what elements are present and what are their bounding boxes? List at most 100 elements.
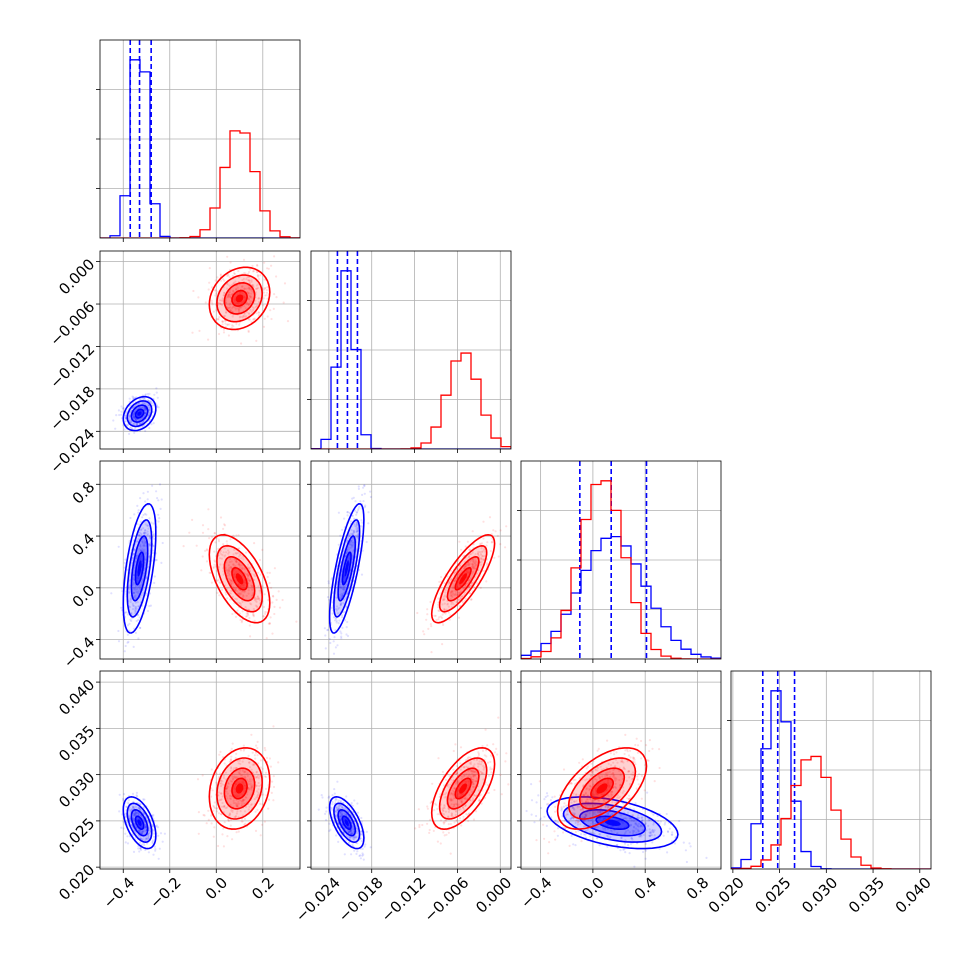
sample-point xyxy=(237,308,241,311)
sample-point xyxy=(239,554,242,557)
sample-point xyxy=(604,829,607,833)
sample-point xyxy=(258,775,261,778)
sample-point xyxy=(264,775,268,779)
sample-point xyxy=(345,795,348,798)
sample-point xyxy=(332,652,336,655)
sample-point xyxy=(251,264,254,267)
sample-point xyxy=(457,803,460,806)
sample-point xyxy=(471,562,474,566)
sample-point xyxy=(639,834,642,837)
sample-point xyxy=(330,578,333,581)
sample-point xyxy=(129,809,132,813)
sample-point xyxy=(468,592,471,595)
sample-point xyxy=(220,553,223,556)
sample-point xyxy=(235,598,238,601)
sample-point xyxy=(248,286,251,289)
sample-point xyxy=(124,812,127,815)
sample-point xyxy=(144,825,147,828)
sample-point xyxy=(120,826,123,829)
sample-point xyxy=(247,787,250,790)
sample-point xyxy=(468,555,471,558)
sample-point xyxy=(256,598,259,601)
sample-point xyxy=(222,827,225,830)
sample-point xyxy=(442,598,445,602)
sample-point xyxy=(339,812,342,815)
sample-point xyxy=(247,574,250,577)
sample-point xyxy=(437,757,440,760)
sample-point xyxy=(505,525,508,528)
panel-frame xyxy=(99,250,301,450)
sample-point xyxy=(473,561,476,564)
sample-point xyxy=(605,834,609,837)
sample-point xyxy=(141,843,144,846)
sample-point xyxy=(490,541,493,544)
sample-point xyxy=(247,563,250,566)
contour-line-1 xyxy=(208,747,271,830)
sample-point xyxy=(336,605,339,608)
sample-point xyxy=(271,601,274,604)
sample-point xyxy=(135,585,138,588)
sample-point xyxy=(243,287,246,290)
contour-line-1 xyxy=(216,274,264,323)
sample-point xyxy=(146,837,149,840)
sample-point xyxy=(352,496,355,499)
sample-point xyxy=(331,794,334,797)
sample-point xyxy=(628,817,631,820)
sample-point xyxy=(239,618,242,622)
sample-point xyxy=(343,813,346,816)
sample-point xyxy=(346,620,349,624)
sample-point xyxy=(261,585,264,588)
sample-point xyxy=(350,822,353,825)
sample-point xyxy=(134,631,137,635)
sample-point xyxy=(224,320,227,323)
sample-point xyxy=(443,804,446,807)
sample-point xyxy=(147,835,150,838)
sample-point xyxy=(144,826,148,829)
histogram-series-1 xyxy=(311,352,511,449)
sample-point xyxy=(256,304,259,307)
sample-point xyxy=(250,803,253,807)
sample-point xyxy=(156,497,159,500)
sample-point xyxy=(455,782,458,785)
sample-point xyxy=(267,798,271,801)
sample-point xyxy=(670,833,674,836)
sample-point xyxy=(134,813,137,816)
sample-point xyxy=(149,400,152,403)
sample-point xyxy=(251,763,254,766)
sample-point xyxy=(443,807,446,810)
sample-point xyxy=(226,287,229,290)
sample-point xyxy=(243,272,246,275)
density-core-1 xyxy=(459,573,468,585)
sample-point xyxy=(129,598,132,602)
sample-point xyxy=(247,592,250,595)
sample-point xyxy=(229,557,232,561)
sample-point xyxy=(471,563,474,566)
sample-point xyxy=(619,849,622,852)
sample-point xyxy=(256,746,259,750)
sample-point xyxy=(331,803,334,806)
sample-point xyxy=(218,316,221,319)
contour-line-1 xyxy=(223,281,256,315)
sample-point xyxy=(468,812,471,815)
sample-point xyxy=(250,785,254,789)
sample-point xyxy=(253,598,256,601)
sample-point xyxy=(129,600,132,604)
sample-point xyxy=(455,810,458,813)
sample-point xyxy=(137,533,141,537)
sample-point xyxy=(481,555,484,558)
sample-point xyxy=(147,527,150,530)
sample-point xyxy=(463,567,466,570)
sample-point xyxy=(485,749,488,752)
sample-point xyxy=(210,822,213,825)
sample-point xyxy=(157,513,160,516)
sample-point xyxy=(537,794,540,797)
histogram-panel-2 xyxy=(517,460,722,663)
sample-point xyxy=(247,291,250,294)
sample-point xyxy=(146,609,150,613)
sample-point xyxy=(128,417,131,420)
sample-point xyxy=(463,565,466,568)
sample-point xyxy=(242,316,245,319)
sample-point xyxy=(464,805,467,808)
sample-point xyxy=(477,550,480,554)
sample-point xyxy=(317,808,320,811)
